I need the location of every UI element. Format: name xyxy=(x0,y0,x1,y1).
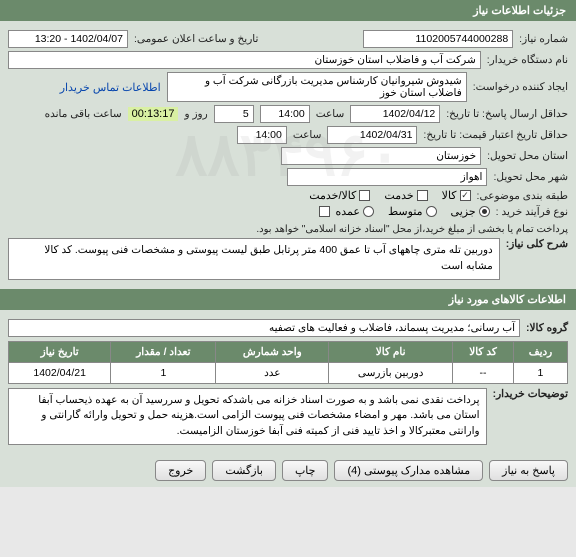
print-button[interactable]: چاپ xyxy=(282,460,329,481)
th-row: ردیف xyxy=(513,341,567,362)
cell-row: 1 xyxy=(513,362,567,383)
need-desc-value: دوربین تله متری چاههای آب تا عمق 400 متر… xyxy=(8,238,500,280)
day-and-label: روز و xyxy=(184,108,207,120)
th-name: نام کالا xyxy=(329,341,453,362)
deadline-time: 14:00 xyxy=(260,105,310,123)
goods-group-value: آب رسانی؛ مدیریت پسماند، فاضلاب و فعالیت… xyxy=(8,319,520,337)
attachments-button[interactable]: مشاهده مدارک پیوستی (4) xyxy=(334,460,483,481)
city-label: شهر محل تحویل: xyxy=(493,171,568,183)
deadline-label: حداقل ارسال پاسخ: تا تاریخ: xyxy=(446,108,568,120)
cell-qty: 1 xyxy=(111,362,216,383)
validity-date: 1402/04/31 xyxy=(327,126,417,144)
process-mid-label: متوسط xyxy=(388,205,423,218)
need-no-value: 1102005744000288 xyxy=(363,30,513,48)
cell-code: -- xyxy=(453,362,514,383)
buyer-org-label: نام دستگاه خریدار: xyxy=(487,54,568,66)
process-low-label: جزیی xyxy=(451,205,476,218)
th-code: کد کالا xyxy=(453,341,514,362)
checkbox-icon xyxy=(359,190,370,201)
checkbox-icon xyxy=(460,190,471,201)
province-label: استان محل تحویل: xyxy=(487,150,568,162)
category-group: کالا خدمت کالا/خدمت xyxy=(309,189,470,202)
cell-date: 1402/04/21 xyxy=(9,362,111,383)
payment-note: پرداخت تمام یا بخشی از مبلغ خرید،از محل … xyxy=(256,224,568,235)
remaining-label: ساعت باقی مانده xyxy=(45,108,122,120)
need-no-label: شماره نیاز: xyxy=(519,33,568,45)
process-group: جزیی متوسط عمده xyxy=(336,205,490,218)
th-qty: تعداد / مقدار xyxy=(111,341,216,362)
time-left: 00:13:17 xyxy=(128,107,179,121)
requester-label: ایجاد کننده درخواست: xyxy=(473,81,568,93)
cell-name: دوربین بازرسی xyxy=(329,362,453,383)
need-desc-label: شرح کلی نیاز: xyxy=(506,238,568,250)
payment-checkbox[interactable] xyxy=(319,206,330,217)
reply-button[interactable]: پاسخ به نیاز xyxy=(489,460,568,481)
process-high[interactable]: عمده xyxy=(336,205,374,218)
radio-icon xyxy=(426,206,437,217)
category-goods-label: کالا xyxy=(442,189,457,202)
details-body: ۸۸۳۴۹۶۰ شماره نیاز: 1102005744000288 تار… xyxy=(0,21,576,289)
requester-value: شیدوش شیروانیان کارشناس مدیریت بازرگانی … xyxy=(167,72,467,102)
process-label: نوع فرآیند خرید : xyxy=(496,206,568,218)
checkbox-icon xyxy=(417,190,428,201)
category-both-label: کالا/خدمت xyxy=(309,189,356,202)
category-goods[interactable]: کالا xyxy=(442,189,471,202)
days-left: 5 xyxy=(214,105,254,123)
process-high-label: عمده xyxy=(336,205,360,218)
exit-button[interactable]: خروج xyxy=(155,460,206,481)
validity-label: حداقل تاریخ اعتبار قیمت: تا تاریخ: xyxy=(423,129,568,141)
category-label: طبقه بندی موضوعی: xyxy=(477,190,568,202)
goods-group-label: گروه کالا: xyxy=(526,322,568,334)
cell-unit: عدد xyxy=(216,362,329,383)
announce-value: 1402/04/07 - 13:20 xyxy=(8,30,128,48)
back-button[interactable]: بازگشت xyxy=(212,460,276,481)
buyer-org-value: شرکت آب و فاضلاب استان خوزستان xyxy=(8,51,481,69)
category-service[interactable]: خدمت xyxy=(384,189,427,202)
announce-label: تاریخ و ساعت اعلان عمومی: xyxy=(134,33,258,45)
items-table: ردیف کد کالا نام کالا واحد شمارش تعداد /… xyxy=(8,341,568,384)
category-service-label: خدمت xyxy=(384,189,413,202)
th-date: تاریخ نیاز xyxy=(9,341,111,362)
contact-link[interactable]: اطلاعات تماس خریدار xyxy=(60,81,161,94)
hour-label-1: ساعت xyxy=(316,108,345,120)
details-header: جزئیات اطلاعات نیاز xyxy=(0,0,576,21)
province-value: خوزستان xyxy=(281,147,481,165)
table-row[interactable]: 1 -- دوربین بازرسی عدد 1 1402/04/21 xyxy=(9,362,568,383)
items-header: اطلاعات کالاهای مورد نیاز xyxy=(0,289,576,310)
city-value: اهواز xyxy=(287,168,487,186)
category-both[interactable]: کالا/خدمت xyxy=(309,189,370,202)
items-body: گروه کالا: آب رسانی؛ مدیریت پسماند، فاضل… xyxy=(0,310,576,454)
radio-icon xyxy=(363,206,374,217)
hour-label-2: ساعت xyxy=(293,129,322,141)
buyer-notes-label: توضیحات خریدار: xyxy=(493,388,568,400)
validity-time: 14:00 xyxy=(237,126,287,144)
process-mid[interactable]: متوسط xyxy=(388,205,437,218)
table-header-row: ردیف کد کالا نام کالا واحد شمارش تعداد /… xyxy=(9,341,568,362)
radio-icon xyxy=(479,206,490,217)
button-bar: پاسخ به نیاز مشاهده مدارک پیوستی (4) چاپ… xyxy=(0,454,576,487)
buyer-notes-value: پرداخت نقدی نمی باشد و به صورت اسناد خزا… xyxy=(8,388,487,445)
process-low[interactable]: جزیی xyxy=(451,205,490,218)
th-unit: واحد شمارش xyxy=(216,341,329,362)
deadline-date: 1402/04/12 xyxy=(350,105,440,123)
